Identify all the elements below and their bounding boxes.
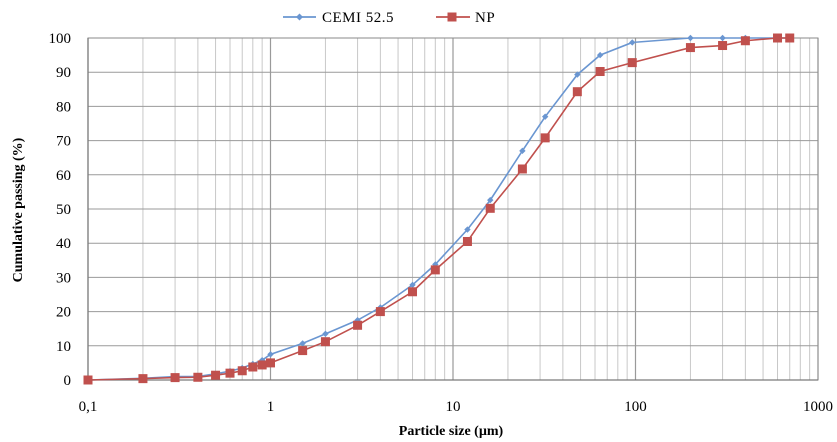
y-tick-label: 70	[56, 134, 71, 150]
data-point	[741, 36, 750, 45]
y-tick-label: 50	[56, 202, 71, 218]
data-point	[518, 164, 527, 173]
y-tick-labels: 0 10 20 30 40 50 60 70 80 90 100	[49, 31, 72, 389]
x-axis-title: Particle size (µm)	[399, 424, 504, 439]
legend: CEMI 52.5 NP	[283, 10, 495, 26]
legend-item-cemi: CEMI 52.5	[283, 10, 394, 26]
x-tick-label: 10	[446, 399, 461, 415]
data-point	[463, 237, 472, 246]
y-tick-label: 0	[64, 373, 72, 389]
data-point	[718, 41, 727, 50]
data-point	[408, 287, 417, 296]
x-tick-label: 100	[624, 399, 647, 415]
y-tick-label: 20	[56, 305, 71, 321]
x-tick-label: 1	[267, 399, 275, 415]
y-tick-label: 60	[56, 168, 71, 184]
data-point	[84, 376, 93, 385]
data-point	[248, 363, 257, 372]
data-point	[629, 39, 635, 45]
legend-label-np: NP	[475, 10, 495, 26]
data-point	[376, 307, 385, 316]
legend-label-cemi: CEMI 52.5	[322, 10, 394, 26]
data-point	[785, 34, 794, 43]
data-point	[596, 67, 605, 76]
x-tick-label: 1000	[803, 399, 833, 415]
data-point	[226, 369, 235, 378]
data-point	[322, 331, 328, 337]
y-tick-label: 10	[56, 339, 71, 355]
data-point	[266, 358, 275, 367]
data-point	[431, 265, 440, 274]
data-point	[138, 374, 147, 383]
data-point	[541, 133, 550, 142]
y-tick-label: 100	[49, 31, 72, 47]
data-point	[258, 360, 267, 369]
data-point	[686, 43, 695, 52]
legend-marker-cemi	[296, 14, 303, 21]
data-point	[321, 337, 330, 346]
y-tick-label: 40	[56, 236, 71, 252]
data-point	[719, 35, 725, 41]
data-point	[298, 346, 307, 355]
data-point	[211, 371, 220, 380]
x-tick-label: 0,1	[79, 399, 98, 415]
data-point	[238, 366, 247, 375]
x-tick-labels: 0,1 1 10 100 1000	[79, 399, 833, 415]
y-tick-label: 80	[56, 99, 71, 115]
y-tick-label: 30	[56, 270, 71, 286]
data-point	[773, 34, 782, 43]
data-point	[687, 35, 693, 41]
legend-item-np: NP	[436, 10, 495, 26]
data-point	[628, 58, 637, 67]
data-point	[353, 321, 362, 330]
legend-marker-np	[448, 13, 457, 22]
y-axis-title: Cumulative passing (%)	[11, 137, 26, 282]
data-point	[171, 373, 180, 382]
data-point	[573, 87, 582, 96]
data-point	[486, 204, 495, 213]
data-point	[193, 373, 202, 382]
y-tick-label: 90	[56, 65, 71, 81]
